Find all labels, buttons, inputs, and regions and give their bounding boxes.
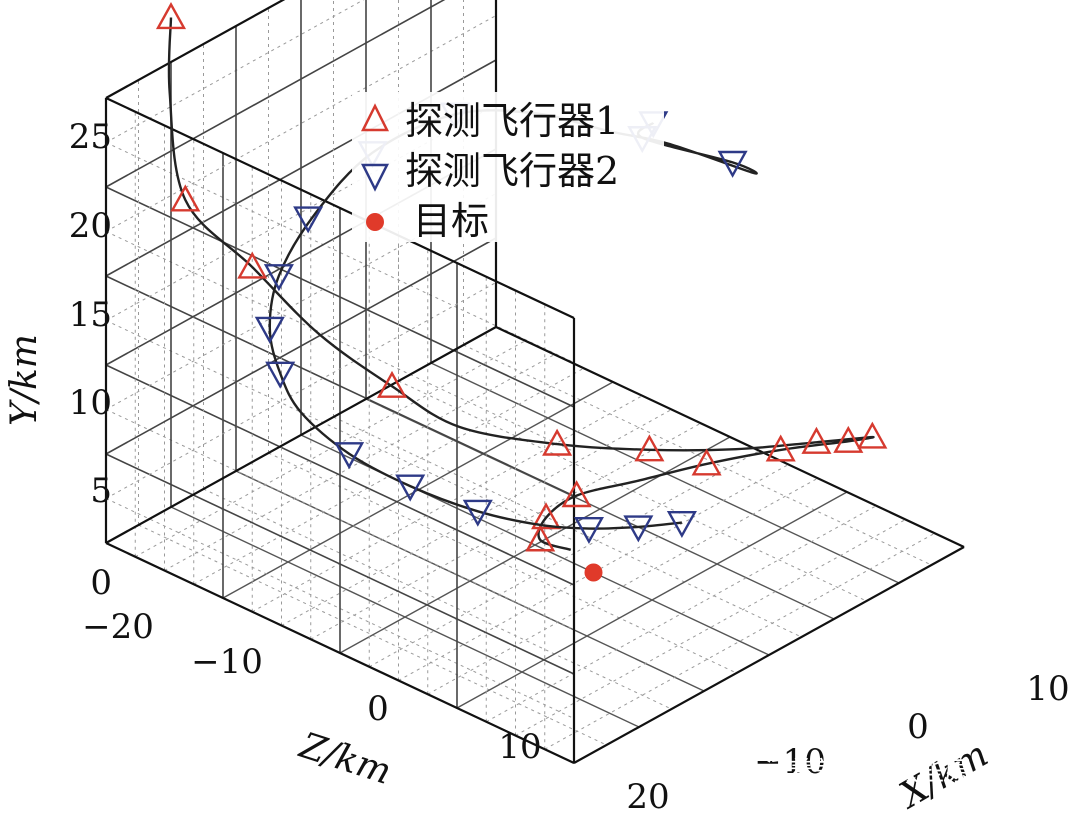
x-tick-label: 0	[907, 707, 929, 747]
y-tick-labels: 0 5 10 15 20 25	[69, 117, 112, 603]
probe1-marker	[634, 434, 665, 462]
legend: 探测飞行器1 探测飞行器2 目标	[352, 92, 664, 243]
series-layer	[155, 2, 888, 582]
legend-label-2: 探测飞行器2	[405, 149, 619, 193]
z-tick-label: 10	[498, 727, 541, 767]
x-tick-labels: −10 0 10	[754, 669, 1070, 782]
x-tick-label: −10	[754, 742, 826, 782]
floor-grid-line	[281, 409, 672, 626]
probe2-marker	[666, 510, 697, 539]
probe1-marker	[833, 425, 864, 453]
frame-edge	[105, 326, 497, 544]
y-tick-label: 25	[69, 117, 112, 157]
probe1-marker	[155, 2, 187, 30]
probe2-marker	[254, 316, 285, 344]
legend-label-3: 目标	[413, 199, 489, 243]
left-wall-grid-line	[105, 498, 575, 719]
probe1-marker	[857, 421, 888, 449]
probe1-marker	[237, 251, 268, 279]
legend-box	[352, 92, 664, 242]
legend-marker-dot	[366, 213, 384, 231]
probe2-marker	[334, 442, 365, 470]
frame-edge	[573, 546, 965, 764]
y-tick-label: 10	[69, 383, 112, 423]
watermark: 知乎 @活着就为了做些原...	[676, 757, 995, 787]
floor-grid-line	[544, 532, 935, 750]
probe2-marker	[462, 499, 493, 527]
probe1-marker	[542, 428, 573, 456]
frame-edge	[105, 542, 575, 764]
z-tick-label: 20	[626, 777, 669, 817]
frame-edge	[495, 326, 965, 548]
legend-label-1: 探测飞行器1	[405, 99, 619, 143]
probe1-marker	[561, 480, 592, 508]
probe2-marker	[263, 264, 294, 292]
left-wall-grid-line	[105, 231, 575, 452]
probe1-marker	[765, 434, 796, 462]
z-tick-label: 0	[367, 689, 389, 729]
z-tick-labels: −20 −10 0 10 20	[82, 607, 670, 817]
probe1-trajectory	[167, 17, 875, 551]
left-wall-grid-line	[105, 142, 575, 363]
y-axis-title: Y/km	[4, 334, 45, 426]
floor-grid-line	[138, 524, 607, 746]
floor-grid-line	[398, 380, 867, 602]
probe2-marker	[265, 361, 296, 389]
floor-grid-line	[164, 354, 555, 571]
probe2-marker	[717, 150, 748, 178]
legend-marker-tri-down	[360, 163, 390, 192]
probe1-marker	[170, 184, 201, 212]
floor-grid-line	[333, 416, 802, 638]
floor-grid-line	[135, 340, 526, 558]
floor-grid-line	[486, 505, 877, 723]
floor-grid-line	[515, 519, 906, 736]
probe2-marker	[395, 474, 426, 502]
probe1-marker	[525, 524, 556, 552]
floor-grid-line	[463, 344, 932, 566]
probe1-marker	[801, 426, 832, 454]
floor-grid-line	[252, 395, 643, 613]
probe2-marker	[573, 516, 604, 545]
floor-grid-line	[398, 464, 789, 681]
legend-marker-tri-up	[360, 103, 390, 132]
probe2-marker	[623, 515, 654, 543]
y-tick-label: 0	[90, 563, 112, 603]
z-tick-label: −10	[191, 642, 263, 682]
x-tick-label: 10	[1026, 669, 1069, 709]
probe1-marker	[691, 448, 722, 476]
left-wall-grid-line	[105, 409, 575, 630]
floor-grid-line	[268, 452, 737, 674]
probe1-marker	[531, 502, 562, 530]
y-tick-label: 20	[69, 206, 112, 246]
axes-frame	[104, 0, 965, 764]
floor-grid-line	[193, 367, 584, 585]
y-tick-label: 5	[90, 471, 112, 511]
floor-grid-line	[427, 477, 818, 695]
floor-grid-line	[369, 450, 760, 668]
frame-edge	[105, 0, 286, 99]
target-marker	[584, 563, 603, 582]
z-axis-title: Z/km	[294, 725, 396, 793]
frame-edge	[105, 97, 575, 319]
z-tick-label: −20	[82, 607, 154, 647]
left-wall-grid-line	[105, 320, 575, 541]
probe2-marker	[293, 206, 324, 234]
y-tick-label: 15	[69, 295, 112, 335]
floor-grid-line	[456, 491, 848, 709]
probe1-marker	[376, 370, 408, 398]
